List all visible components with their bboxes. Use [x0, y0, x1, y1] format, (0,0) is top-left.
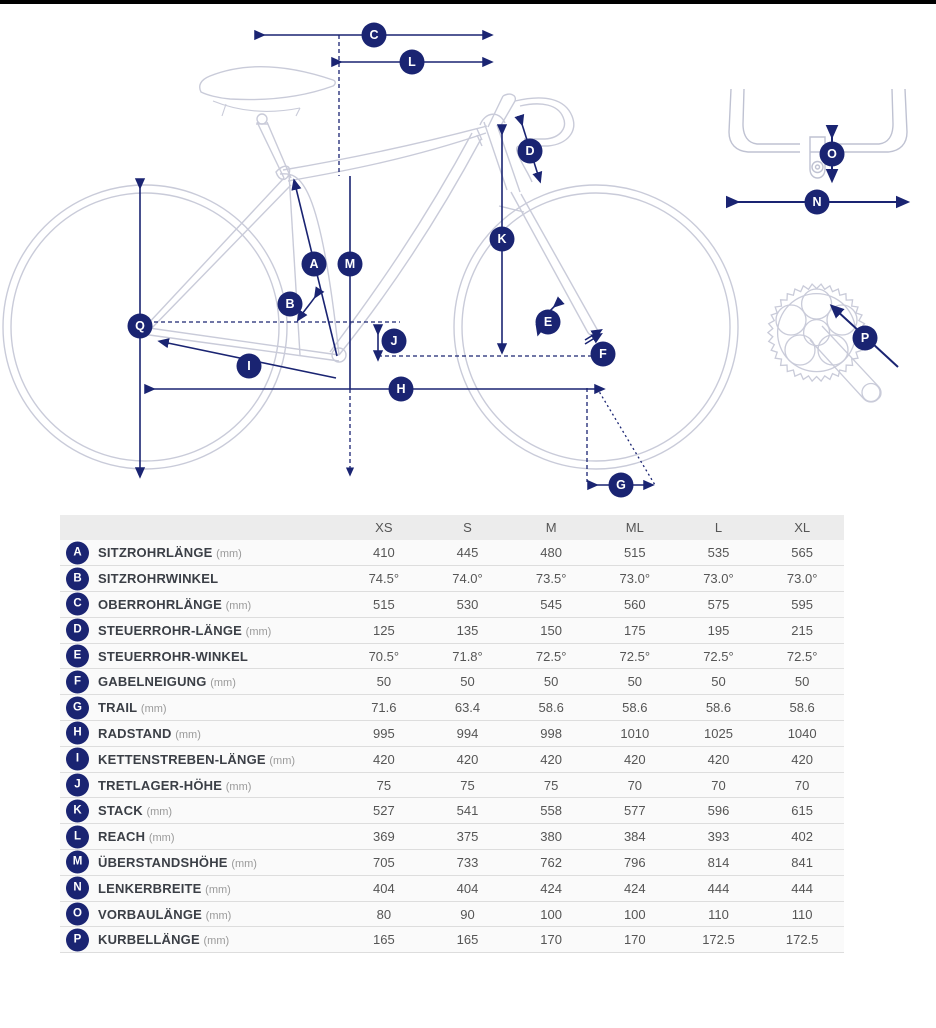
svg-text:M: M: [345, 257, 355, 271]
svg-text:Q: Q: [135, 319, 145, 333]
svg-text:D: D: [525, 144, 534, 158]
svg-text:E: E: [544, 315, 552, 329]
svg-text:C: C: [369, 28, 378, 42]
svg-text:L: L: [408, 55, 416, 69]
svg-text:H: H: [396, 382, 405, 396]
svg-text:P: P: [861, 331, 869, 345]
svg-text:N: N: [812, 195, 821, 209]
svg-text:J: J: [391, 334, 398, 348]
svg-text:O: O: [827, 147, 837, 161]
svg-text:K: K: [497, 232, 506, 246]
svg-text:A: A: [309, 257, 318, 271]
svg-text:I: I: [247, 359, 250, 373]
svg-text:B: B: [285, 297, 294, 311]
svg-text:G: G: [616, 478, 626, 492]
svg-text:F: F: [599, 347, 607, 361]
